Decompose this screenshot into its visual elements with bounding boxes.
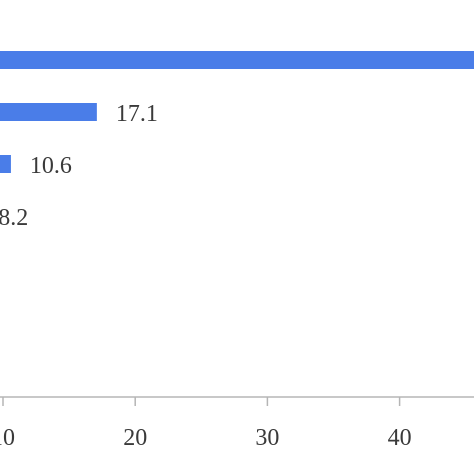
- x-tick-label: 30: [255, 425, 279, 451]
- data-labels-group: 17.1 10.68.2: [0, 101, 158, 231]
- x-tick-label: 20: [123, 425, 147, 451]
- bar: [0, 155, 11, 173]
- data-label: 17.1: [116, 101, 158, 127]
- bar: [0, 51, 474, 69]
- bars-group: [0, 51, 474, 173]
- bar: [0, 103, 97, 121]
- x-tick-label: 40: [388, 425, 412, 451]
- data-label: 10.6: [30, 153, 72, 179]
- data-label: 8.2: [0, 205, 28, 231]
- x-axis: 10 20 30 40: [0, 396, 474, 451]
- x-tick-label: 10: [0, 425, 15, 451]
